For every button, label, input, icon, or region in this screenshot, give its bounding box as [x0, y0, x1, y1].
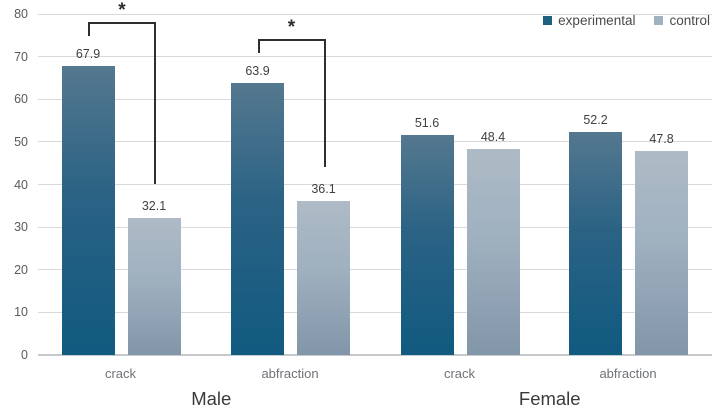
- significance-bracket: [323, 38, 326, 168]
- gridline: [38, 141, 712, 143]
- significance-bracket: [154, 21, 156, 185]
- value-label: 52.2: [583, 113, 608, 128]
- legend: experimental control: [543, 13, 710, 28]
- gridline: [38, 269, 712, 271]
- y-tick-label: 40: [14, 177, 28, 192]
- bar-experimental: [400, 135, 454, 355]
- legend-item-experimental: experimental: [543, 13, 635, 28]
- significance-bracket: [257, 38, 326, 41]
- significance-asterisk: *: [118, 0, 126, 21]
- significance-bracket: [88, 21, 90, 36]
- gridline: [38, 226, 712, 228]
- bar-control: [635, 151, 688, 355]
- bar-experimental: [231, 82, 284, 355]
- y-tick-label: 20: [14, 262, 28, 277]
- control-swatch-icon: [654, 16, 664, 25]
- category-label: crack: [443, 366, 476, 381]
- legend-item-control: control: [654, 13, 710, 28]
- y-tick-label: 0: [21, 348, 28, 362]
- significance-bracket: [88, 21, 156, 24]
- category-label: crack: [104, 366, 137, 381]
- y-tick-label: 30: [14, 220, 28, 235]
- value-label: 48.4: [480, 129, 506, 144]
- bar-control: [466, 148, 520, 355]
- category-label: abfraction: [261, 366, 319, 381]
- y-tick-label: 50: [14, 134, 28, 149]
- significance-asterisk: *: [287, 16, 296, 38]
- legend-label-experimental: experimental: [558, 13, 636, 28]
- group-label: Female: [518, 388, 581, 409]
- bar-control: [127, 218, 181, 355]
- x-axis-line: [38, 354, 712, 356]
- legend-label-control: control: [669, 13, 710, 28]
- value-label: 51.6: [414, 116, 440, 131]
- group-label: Male: [191, 388, 232, 409]
- significance-bracket: [257, 38, 260, 53]
- y-tick-label: 60: [14, 92, 28, 107]
- bar-control: [297, 201, 350, 355]
- experimental-swatch-icon: [543, 16, 553, 25]
- y-tick-label: 10: [14, 305, 28, 320]
- value-label: 36.1: [311, 182, 336, 197]
- bar-experimental: [569, 132, 622, 355]
- value-label: 47.8: [649, 132, 674, 147]
- value-label: 32.1: [141, 199, 167, 214]
- y-tick-label: 80: [14, 7, 28, 21]
- bar-experimental: [61, 65, 115, 355]
- gridline: [38, 184, 712, 185]
- gridline: [38, 311, 712, 313]
- gridline: [38, 56, 712, 58]
- gridline: [38, 98, 712, 100]
- value-label: 63.9: [245, 63, 270, 78]
- gridline: [38, 13, 712, 15]
- category-label: abfraction: [599, 366, 657, 381]
- value-label: 67.9: [75, 46, 101, 61]
- y-tick-label: 70: [14, 49, 28, 64]
